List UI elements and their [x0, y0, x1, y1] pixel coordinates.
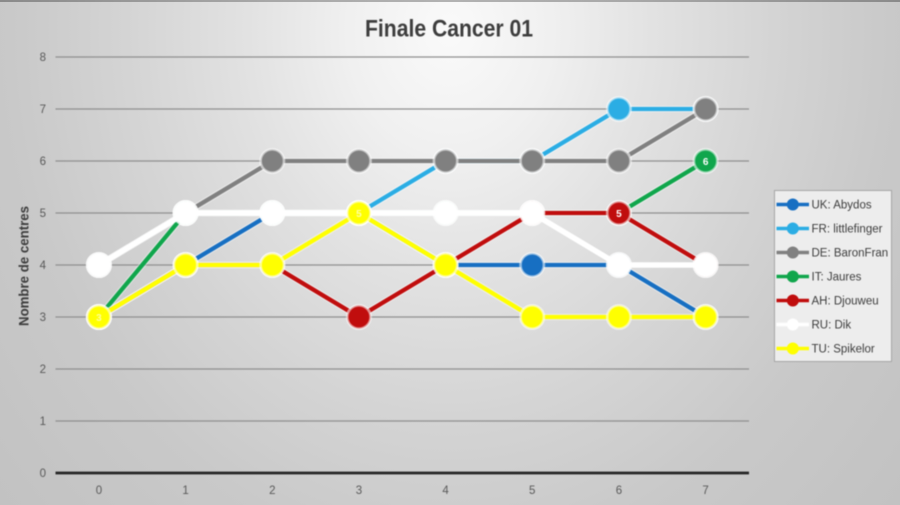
- svg-text:8: 8: [40, 52, 46, 64]
- svg-text:5: 5: [529, 485, 535, 497]
- svg-text:IT: Jaures: IT: Jaures: [812, 272, 862, 284]
- svg-text:3: 3: [40, 312, 46, 324]
- svg-text:RU: Dik: RU: Dik: [812, 320, 852, 332]
- svg-text:5: 5: [40, 208, 46, 220]
- svg-text:FR: littlefinger: FR: littlefinger: [812, 224, 883, 236]
- svg-text:UK: Abydos: UK: Abydos: [812, 200, 872, 212]
- svg-text:4: 4: [40, 260, 47, 272]
- svg-text:7: 7: [40, 104, 46, 116]
- svg-text:6: 6: [616, 485, 622, 497]
- svg-text:4: 4: [442, 485, 449, 497]
- svg-text:7: 7: [702, 485, 708, 497]
- svg-text:Nombre de centres: Nombre de centres: [17, 206, 32, 326]
- svg-text:3: 3: [96, 313, 102, 324]
- svg-text:6: 6: [703, 157, 709, 168]
- svg-text:DE: BaronFran: DE: BaronFran: [812, 248, 889, 260]
- svg-text:2: 2: [269, 485, 275, 497]
- svg-text:1: 1: [40, 416, 46, 428]
- svg-text:Finale Cancer 01: Finale Cancer 01: [365, 16, 533, 43]
- svg-text:6: 6: [40, 156, 46, 168]
- svg-text:0: 0: [40, 468, 46, 480]
- svg-text:AH: Djouweu: AH: Djouweu: [812, 296, 879, 308]
- svg-text:5: 5: [356, 209, 362, 220]
- svg-text:1: 1: [182, 485, 188, 497]
- svg-text:5: 5: [616, 209, 622, 220]
- svg-text:0: 0: [96, 485, 102, 497]
- svg-text:2: 2: [40, 364, 46, 376]
- svg-text:3: 3: [356, 485, 362, 497]
- svg-text:TU: Spikelor: TU: Spikelor: [812, 344, 875, 356]
